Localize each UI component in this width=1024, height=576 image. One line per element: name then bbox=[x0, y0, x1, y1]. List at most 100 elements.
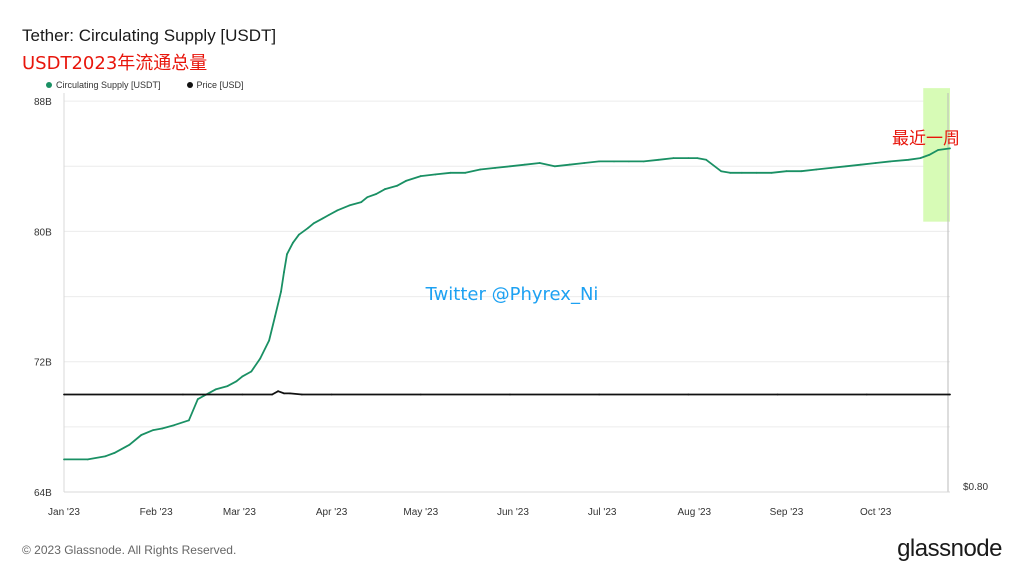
supply-data-point bbox=[687, 157, 690, 160]
supply-data-point bbox=[161, 427, 164, 430]
price-data-point bbox=[419, 393, 422, 396]
supply-data-point bbox=[366, 196, 369, 199]
supply-data-point bbox=[740, 171, 743, 174]
price-data-point bbox=[865, 393, 868, 396]
supply-data-point bbox=[598, 160, 601, 163]
supply-data-point bbox=[538, 162, 541, 164]
legend-dot-price bbox=[186, 82, 193, 88]
y-right-tick-label: $0.80 bbox=[963, 482, 988, 493]
supply-data-point bbox=[907, 158, 910, 161]
supply-data-point bbox=[250, 370, 253, 373]
supply-data-point bbox=[292, 241, 294, 244]
price-data-point bbox=[949, 393, 951, 396]
supply-data-point bbox=[86, 458, 89, 461]
supply-data-point bbox=[494, 167, 497, 169]
x-tick-label: Feb '23 bbox=[140, 507, 173, 518]
series-layer bbox=[63, 147, 951, 461]
supply-data-point bbox=[568, 163, 571, 166]
supply-data-point bbox=[800, 170, 803, 173]
y-tick-label: 88B bbox=[34, 97, 52, 108]
supply-data-point bbox=[464, 171, 467, 174]
chart-legend: Circulating Supply [USDT] Price [USD] bbox=[46, 80, 244, 90]
supply-data-point bbox=[729, 171, 731, 174]
supply-data-point bbox=[384, 188, 387, 190]
price-data-point bbox=[182, 393, 184, 396]
chart-title: Tether: Circulating Supply [USDT] bbox=[22, 26, 277, 45]
price-data-point bbox=[776, 393, 779, 396]
supply-data-point bbox=[845, 165, 847, 168]
supply-data-point bbox=[672, 157, 675, 160]
supply-data-point bbox=[214, 388, 217, 391]
supply-data-point bbox=[348, 204, 351, 207]
supply-data-point bbox=[434, 173, 437, 176]
supply-data-point bbox=[396, 184, 398, 187]
supply-data-point bbox=[627, 160, 630, 163]
supply-data-point bbox=[259, 357, 262, 360]
axis-layer: 64B 72B 80B 88B $0.80 Jan '23 Feb '23 Mar '23 Ap… bbox=[34, 93, 988, 518]
supply-data-point bbox=[720, 170, 722, 173]
price-data-point bbox=[241, 393, 244, 396]
supply-data-point bbox=[657, 158, 660, 161]
supply-data-point bbox=[187, 419, 190, 422]
supply-data-point bbox=[173, 424, 175, 427]
legend-label-price: Price [USD] bbox=[196, 80, 244, 90]
price-data-point bbox=[300, 393, 303, 396]
twitter-watermark: Twitter @Phyrex_Ni bbox=[425, 284, 599, 305]
supply-data-point bbox=[360, 201, 363, 204]
supply-data-point bbox=[241, 375, 244, 378]
supply-data-point bbox=[755, 171, 758, 174]
y-tick-label: 64B bbox=[34, 488, 52, 499]
supply-data-point bbox=[336, 209, 339, 212]
x-tick-label: Aug '23 bbox=[678, 507, 712, 518]
supply-data-point bbox=[321, 217, 324, 220]
supply-data-point bbox=[152, 429, 155, 432]
supply-data-point bbox=[202, 395, 205, 397]
supply-data-point bbox=[280, 290, 282, 293]
supply-data-point bbox=[770, 171, 773, 174]
supply-data-point bbox=[523, 163, 526, 166]
y-tick-label: 72B bbox=[34, 358, 52, 369]
x-tick-label: Jul '23 bbox=[588, 507, 617, 518]
supply-data-point bbox=[226, 385, 229, 388]
supply-data-point bbox=[128, 443, 131, 446]
legend-dot-supply bbox=[46, 82, 52, 88]
supply-data-point bbox=[889, 160, 892, 163]
price-data-point bbox=[598, 393, 601, 396]
supply-data-point bbox=[705, 158, 708, 161]
supply-data-point bbox=[553, 165, 556, 168]
price-data-point bbox=[509, 393, 511, 396]
supply-data-point bbox=[63, 458, 65, 461]
supply-data-point bbox=[874, 162, 877, 164]
supply-data-point bbox=[815, 168, 818, 171]
supply-data-point bbox=[919, 157, 922, 160]
supply-data-point bbox=[286, 253, 288, 256]
supply-data-point bbox=[113, 452, 116, 454]
legend-item-price[interactable]: Price [USD] bbox=[186, 80, 244, 90]
supply-data-point bbox=[140, 434, 143, 436]
supply-data-point bbox=[479, 168, 482, 171]
legend-item-supply[interactable]: Circulating Supply [USDT] bbox=[46, 80, 161, 90]
supply-data-point bbox=[509, 165, 511, 168]
supply-data-point bbox=[937, 149, 940, 151]
supply-data-point bbox=[583, 162, 586, 164]
supply-data-point bbox=[196, 398, 199, 401]
price-data-point bbox=[283, 392, 285, 395]
supply-data-point bbox=[419, 175, 422, 177]
glassnode-logo[interactable]: glassnode bbox=[897, 535, 1002, 562]
supply-data-point bbox=[928, 153, 931, 156]
supply-data-point bbox=[306, 227, 309, 230]
supply-data-point bbox=[274, 315, 276, 318]
supply-data-point bbox=[268, 339, 271, 342]
price-data-point bbox=[687, 393, 690, 396]
x-tick-label: Jan '23 bbox=[48, 507, 80, 518]
supply-data-point bbox=[949, 147, 951, 150]
supply-data-point bbox=[297, 233, 300, 236]
chart-subtitle: USDT2023年流通总量 bbox=[22, 53, 208, 74]
legend-label-supply: Circulating Supply [USDT] bbox=[56, 80, 161, 90]
supply-data-point bbox=[312, 222, 315, 225]
supply-data-point bbox=[859, 163, 862, 166]
x-tick-label: Apr '23 bbox=[316, 507, 348, 518]
supply-data-point bbox=[375, 193, 378, 195]
price-data-point bbox=[330, 393, 333, 396]
supply-data-point bbox=[327, 214, 330, 217]
